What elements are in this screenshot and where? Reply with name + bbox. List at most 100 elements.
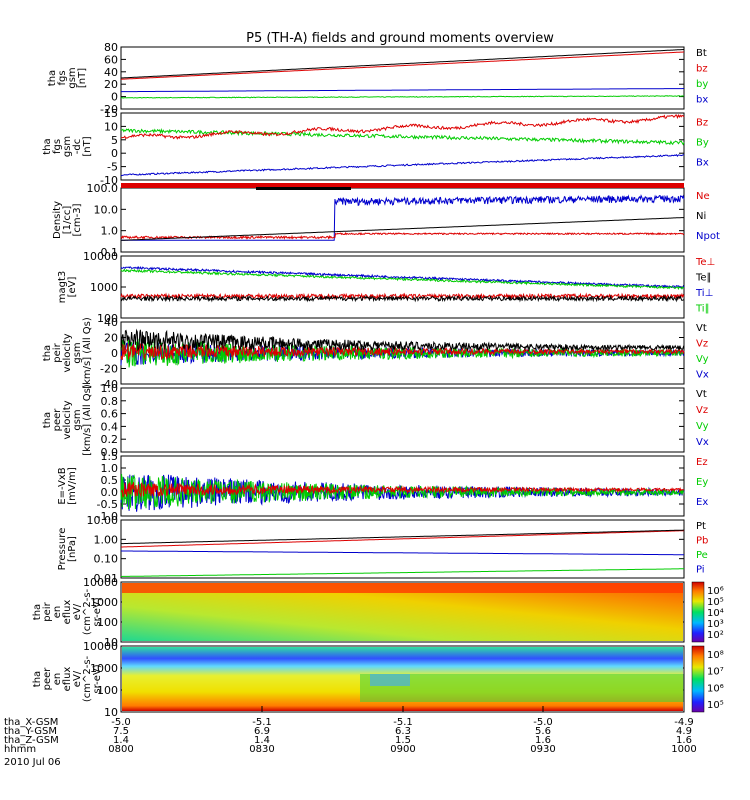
legend-Bt: Bt xyxy=(696,48,707,59)
x-row-label: tha_Z-GSM xyxy=(4,735,59,746)
x-tick-label: -5.1 xyxy=(393,717,413,728)
y-axis-label: gsm xyxy=(72,409,83,430)
y-tick-label: 10000 xyxy=(83,640,118,653)
y-tick-label: -40 xyxy=(100,378,118,391)
y-tick-label: 0.10 xyxy=(94,553,119,566)
y-tick-label: 0.0 xyxy=(101,486,119,499)
y-axis-label: velocity xyxy=(62,333,73,372)
legend-Bz: Bz xyxy=(696,118,708,129)
colorbar-label: 10⁵ xyxy=(707,597,724,608)
y-tick-label: 15 xyxy=(104,107,118,120)
legend-Vy: Vy xyxy=(696,354,709,365)
y-tick-label: 40 xyxy=(104,66,118,79)
y-tick-label: 0.6 xyxy=(101,408,119,421)
trace-bz xyxy=(121,51,684,80)
y-axis-label: peir xyxy=(42,601,53,621)
x-tick-label: 5.6 xyxy=(535,726,551,737)
legend-bz: bz xyxy=(696,64,708,75)
legend-Vx: Vx xyxy=(696,370,709,381)
spectrogram-frame xyxy=(120,581,685,643)
y-axis-label: tha xyxy=(32,671,43,687)
legend-Ne: Ne xyxy=(696,191,710,202)
colorbar-label: 10⁷ xyxy=(707,667,724,678)
legend-Npot: Npot xyxy=(696,231,720,242)
trace-pb xyxy=(121,530,684,548)
colorbar-label: 10⁵ xyxy=(707,700,724,711)
y-tick-label: 10 xyxy=(104,120,118,133)
y-axis-label: fgs xyxy=(57,70,68,85)
y-tick-label: 1000 xyxy=(90,281,118,294)
electron-spectrogram-blue xyxy=(370,674,410,686)
colorbar xyxy=(691,581,705,643)
legend-Te⊥: Te⊥ xyxy=(695,257,715,268)
panel-traces xyxy=(120,328,685,368)
y-axis-label: tha xyxy=(32,604,43,620)
legend-Pe: Pe xyxy=(696,550,708,561)
colorbar-label: 10⁶ xyxy=(707,586,724,597)
y-axis-label: [1/cc] xyxy=(62,206,73,235)
y-tick-label: 0 xyxy=(111,91,118,104)
x-tick-label: 1.4 xyxy=(113,735,129,746)
y-tick-label: 100 xyxy=(97,684,118,697)
x-tick-label: 0930 xyxy=(530,744,555,755)
y-axis-label: [nT] xyxy=(77,68,88,88)
panel-efield: 1.51.00.50.0-0.5-1.0 E=-VxB [mV/m] Ez Ey Ex xyxy=(57,450,708,523)
y-tick-label: 1.0 xyxy=(101,225,119,238)
x-tick-label: 4.9 xyxy=(676,726,692,737)
y-tick-label: 1.5 xyxy=(101,450,119,463)
legend-Vx: Vx xyxy=(696,437,709,448)
trace-npot xyxy=(121,194,685,241)
x-tick-label: 7.5 xyxy=(113,726,129,737)
y-tick-label: 100 xyxy=(97,312,118,325)
panel-traces xyxy=(120,49,685,99)
y-axis-label: en xyxy=(52,606,63,619)
panel-frame xyxy=(120,455,685,517)
ion-spectrogram-high xyxy=(122,583,683,593)
x-tick-label: -5.1 xyxy=(252,717,272,728)
y-axis-label: gsm xyxy=(62,136,73,157)
mode-bar-fast xyxy=(121,183,684,188)
y-tick-label: 0.0 xyxy=(101,446,119,459)
y-tick-label: 10.00 xyxy=(87,514,119,527)
y-tick-label: -0.5 xyxy=(97,498,118,511)
y-tick-label: 80 xyxy=(104,41,118,54)
y-tick-label: 10 xyxy=(104,706,118,719)
trace-pt xyxy=(121,529,684,545)
y-tick-label: 1.0 xyxy=(101,462,119,475)
y-tick-label: 100.0 xyxy=(87,182,119,195)
y-axis-label: Pressure xyxy=(57,528,68,571)
y-axis-label: eV/ xyxy=(72,670,83,687)
panel-traces xyxy=(120,473,685,512)
legend-Ey: Ey xyxy=(696,477,708,488)
y-tick-label: 0.1 xyxy=(101,246,119,259)
trace-pe xyxy=(121,568,684,577)
y-axis-label: eflux xyxy=(62,600,73,625)
y-axis-label: magt3 xyxy=(57,271,68,304)
y-axis-label: sr-eV) xyxy=(92,664,103,693)
y-tick-label: 10000 xyxy=(83,576,118,589)
trace-bt xyxy=(121,49,684,79)
y-axis-label: tha xyxy=(42,345,53,361)
y-tick-label: 20 xyxy=(104,78,118,91)
y-tick-label: -20 xyxy=(100,363,118,376)
panel-traces xyxy=(120,266,685,303)
y-axis-label: [km/s] (All Qs) xyxy=(82,384,93,456)
colorbar-label: 10⁸ xyxy=(707,650,724,661)
legend-by: by xyxy=(696,79,708,90)
y-tick-label: 10 xyxy=(104,636,118,649)
panel-pressure: 10.00 1.00 0.10 0.01 Pressure [nPa] Pt Pb Pe Pi xyxy=(57,514,708,585)
trace-ez xyxy=(120,482,685,498)
y-axis-label: [cm-3] xyxy=(72,203,83,236)
x-axis-annotation: tha_X-GSM -5.0 -5.1 -5.1 -5.0 -4.9 tha_Y-GSM 7.… xyxy=(4,706,697,768)
x-tick-label: 0830 xyxy=(249,744,274,755)
trace-vz xyxy=(120,342,685,361)
y-axis-label: peer xyxy=(42,667,53,691)
y-axis-label: velocity xyxy=(62,400,73,439)
colorbar-label: 10⁶ xyxy=(707,683,724,694)
y-axis-label: [nT] xyxy=(82,136,93,156)
trace-te-par xyxy=(120,294,684,303)
x-tick-label: 0800 xyxy=(108,744,133,755)
y-tick-label: -1.0 xyxy=(97,510,118,523)
